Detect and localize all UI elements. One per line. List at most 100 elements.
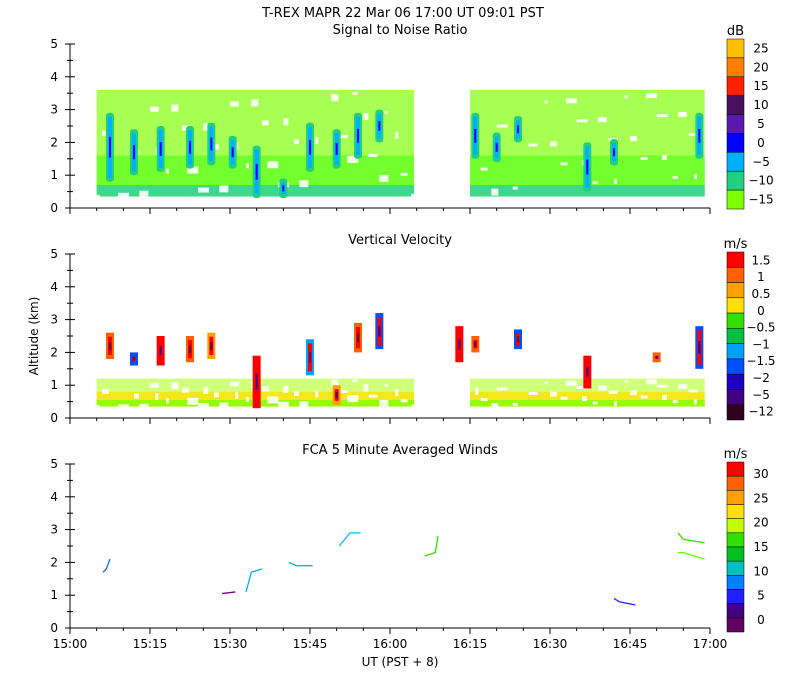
speckle-gap: [512, 186, 518, 190]
column-core: [109, 136, 111, 158]
speckle-gap: [678, 111, 687, 117]
colorbar-label: 5: [757, 589, 765, 603]
colorbar-label: −1: [752, 337, 770, 351]
colorbar-label: −2: [752, 371, 770, 385]
y-tick-label: 3: [50, 103, 58, 117]
column-core: [458, 338, 461, 350]
speckle-gap: [550, 141, 557, 147]
speckle-gap: [166, 398, 169, 404]
speckle-gap: [267, 161, 279, 169]
column-core: [133, 145, 135, 160]
speckle-gap: [614, 400, 617, 406]
speckle-gap: [262, 120, 269, 126]
wind-segment-w3: [245, 568, 263, 593]
column-core: [210, 341, 213, 350]
y-tick-label: 5: [50, 37, 58, 51]
speckle-gap: [198, 187, 209, 193]
column-core: [495, 142, 498, 152]
speckle-gap: [187, 397, 199, 405]
x-tick-label: 16:30: [533, 637, 568, 651]
speckle-gap: [299, 180, 309, 188]
column-core: [133, 356, 135, 361]
speckle-gap: [656, 384, 668, 388]
colorbar-swatch: [726, 404, 745, 421]
x-tick-label: 16:00: [373, 637, 408, 651]
column-core: [378, 325, 381, 337]
wind-segment-w7: [613, 597, 636, 606]
colorbar-swatch: [726, 114, 745, 134]
speckle-gap: [235, 391, 239, 399]
y-tick-label: 4: [50, 280, 58, 294]
wind-segment-w8: [677, 532, 705, 544]
column-core: [586, 159, 589, 175]
speckle-gap: [395, 389, 399, 397]
x-tick-label: 16:15: [453, 637, 488, 651]
speckle-gap: [400, 399, 408, 403]
y-tick-label: 5: [50, 247, 58, 261]
colorbar-label: 30: [753, 467, 768, 481]
column-core: [109, 341, 111, 350]
colorbar-swatch: [726, 575, 745, 590]
colorbar-label: 25: [753, 491, 768, 505]
speckle-gap: [672, 400, 678, 404]
speckle-gap: [230, 381, 239, 387]
colorbar-label: 1.5: [751, 253, 770, 267]
y-tick-label: 0: [50, 201, 58, 215]
y-tick-label: 5: [50, 457, 58, 471]
speckle-gap: [678, 384, 687, 390]
speckle-gap: [368, 394, 378, 398]
speckle-gap: [171, 382, 179, 390]
colorbar-swatch: [726, 57, 745, 78]
colorbar-swatch: [726, 475, 745, 491]
speckle-gap: [592, 401, 598, 405]
colorbar-label: −5: [752, 388, 770, 402]
speckle-gap: [480, 398, 488, 402]
colorbar-swatch: [726, 490, 745, 505]
speckle-gap: [262, 386, 269, 392]
speckle-gap: [230, 101, 239, 107]
y-tick-label: 2: [50, 345, 58, 359]
column-core: [698, 341, 701, 354]
column-core: [335, 143, 338, 155]
colorbar-unit: m/s: [724, 447, 748, 462]
speckle-gap: [118, 404, 129, 410]
colorbar-swatch: [726, 546, 745, 562]
speckle-gap: [283, 385, 289, 393]
colorbar-swatch: [726, 560, 745, 576]
speckle-gap: [496, 124, 508, 128]
column-core: [255, 374, 258, 390]
column-core: [159, 142, 162, 156]
speckle-gap: [395, 131, 399, 139]
speckle-gap: [384, 383, 388, 387]
wind-segment-w2: [221, 591, 236, 595]
speckle-gap: [198, 403, 209, 409]
speckle-gap: [294, 139, 299, 145]
speckle-gap: [560, 162, 568, 166]
speckle-gap: [299, 401, 309, 409]
speckle-gap: [203, 123, 209, 131]
speckle-gap: [203, 387, 209, 395]
column-core: [613, 148, 615, 157]
colorbar-label: −5: [752, 155, 770, 169]
panel-2: Vertical Velocity m/s 0 1 2 3 4 5 Altitude (km) 1…: [27, 233, 776, 425]
y-tick-label: 1: [50, 378, 58, 392]
column-core: [159, 346, 162, 356]
speckle-gap: [182, 125, 189, 131]
colorbar-swatch: [726, 358, 745, 375]
speckle-gap: [331, 379, 339, 387]
speckle-gap: [267, 396, 279, 404]
colorbar-label: 0: [757, 136, 765, 150]
x-axis-label: UT (PST + 8): [362, 655, 439, 669]
speckle-gap: [336, 135, 348, 139]
speckle-gap: [352, 92, 358, 96]
column-core: [474, 341, 477, 347]
speckle-gap: [214, 144, 219, 150]
wind-segment-w9: [678, 551, 705, 560]
speckle-gap: [566, 98, 577, 104]
speckle-gap: [315, 390, 319, 398]
colorbar-label: 10: [753, 98, 768, 112]
colorbar-swatch: [726, 152, 745, 172]
speckle-gap: [646, 379, 657, 385]
speckle-gap: [171, 104, 179, 112]
colorbar-label: −1.5: [746, 354, 775, 368]
